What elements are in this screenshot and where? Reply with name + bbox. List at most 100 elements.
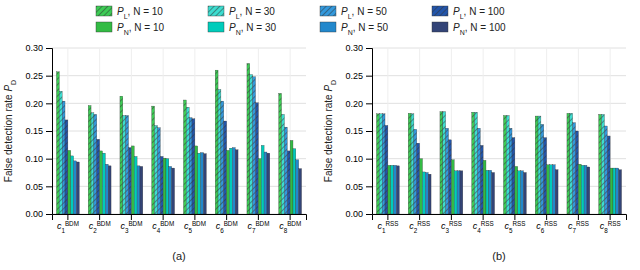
text-part: 3	[445, 227, 449, 234]
bar	[261, 145, 264, 214]
y-tick-label: 0.10	[25, 154, 43, 164]
bar	[74, 161, 77, 214]
bar	[189, 118, 192, 214]
legend-swatch	[208, 6, 224, 16]
legend-item: PL, N = 30	[208, 6, 275, 20]
bar	[224, 121, 227, 214]
bar-series	[68, 140, 293, 214]
bar	[515, 166, 518, 214]
bar	[140, 166, 143, 214]
x-tick-label: c2BDM	[89, 220, 111, 234]
bar	[108, 166, 111, 214]
y-tick-label: 0.15	[25, 126, 43, 136]
y-tick-mark	[46, 159, 52, 160]
bar	[264, 152, 267, 214]
bar	[523, 173, 526, 215]
bar	[486, 170, 489, 214]
text-part: , N = 10	[128, 6, 164, 17]
bar	[538, 116, 541, 214]
text-part: D	[10, 80, 17, 85]
y-tick: 0.20	[345, 99, 372, 109]
bar	[282, 114, 285, 214]
x-tick: c5BDM	[184, 214, 206, 234]
bar	[163, 158, 166, 214]
legend-label: PL, N = 100	[453, 6, 505, 20]
text-part: RSS	[481, 220, 494, 227]
bar	[549, 165, 552, 214]
axis-domain	[46, 49, 53, 215]
bar	[183, 100, 186, 214]
bar	[299, 169, 302, 214]
text-part: RSS	[608, 220, 621, 227]
bar	[394, 165, 397, 214]
bar	[492, 173, 495, 215]
x-tick-label: c2RSS	[409, 220, 430, 234]
bar	[100, 151, 103, 214]
bar	[376, 114, 379, 214]
y-tick: 0.15	[345, 126, 372, 136]
bar	[460, 171, 463, 214]
bar	[157, 128, 160, 214]
bar	[489, 170, 492, 214]
bar	[160, 156, 163, 214]
bar	[619, 170, 622, 214]
x-tick-label: c1BDM	[57, 220, 79, 234]
x-tick: c6BDM	[216, 214, 238, 234]
text-part: 4	[477, 227, 481, 234]
x-tick: c4RSS	[473, 214, 494, 234]
bar	[379, 114, 382, 214]
bar	[477, 128, 480, 214]
bar	[71, 156, 74, 214]
bars	[56, 63, 301, 214]
y-tick: 0.20	[25, 99, 52, 109]
bar	[279, 93, 282, 214]
bar-series	[379, 112, 604, 214]
bar	[131, 146, 134, 214]
text-part: , N = 30	[241, 22, 277, 33]
bar	[521, 171, 524, 214]
y-tick-mark	[366, 214, 372, 215]
bar	[229, 148, 232, 214]
grid-line-y	[52, 103, 306, 104]
y-tick: 0.25	[345, 71, 372, 81]
bar	[443, 112, 446, 214]
y-tick-label: 0.25	[345, 71, 363, 81]
bar	[411, 114, 414, 214]
text-part: D	[330, 80, 337, 85]
x-tick-label: c8BDM	[279, 220, 301, 234]
text-part: 8	[604, 227, 608, 234]
plot-panel: c1BDMc2BDMc3BDMc4BDMc5BDMc6BDMc7BDMc8BDM…	[3, 43, 307, 262]
bar	[483, 160, 486, 214]
x-tick: c7BDM	[247, 214, 269, 234]
y-tick: 0.00	[25, 209, 52, 219]
text-part: 1	[382, 227, 386, 234]
bar-series	[396, 166, 621, 214]
bar	[555, 170, 558, 214]
bar	[155, 125, 158, 214]
x-axis: c1BDMc2BDMc3BDMc4BDMc5BDMc6BDMc7BDMc8BDM	[53, 214, 307, 234]
bars	[376, 112, 621, 214]
y-tick-label: 0.20	[345, 99, 363, 109]
y-tick-mark	[46, 131, 52, 132]
grid-line-y	[372, 48, 626, 49]
y-axis: 0.000.050.100.150.200.250.30	[345, 43, 372, 219]
y-tick-mark	[46, 76, 52, 77]
bar	[91, 113, 94, 214]
y-tick-mark	[366, 76, 372, 77]
bar	[480, 145, 483, 214]
grid	[372, 48, 626, 214]
x-tick: c8BDM	[279, 214, 301, 234]
bar	[584, 165, 587, 214]
text-part: RSS	[576, 220, 589, 227]
text-part: 8	[284, 227, 288, 234]
grid-line-y	[372, 75, 626, 76]
bar	[506, 116, 509, 214]
bar	[250, 75, 253, 214]
x-axis-title: (a)	[172, 250, 185, 262]
x-tick: c4BDM	[152, 214, 174, 234]
legend-label: PN, N = 100	[453, 22, 506, 36]
bar	[284, 127, 287, 214]
y-tick: 0.25	[25, 71, 52, 81]
text-part: 7	[252, 227, 256, 234]
bar	[290, 140, 293, 214]
